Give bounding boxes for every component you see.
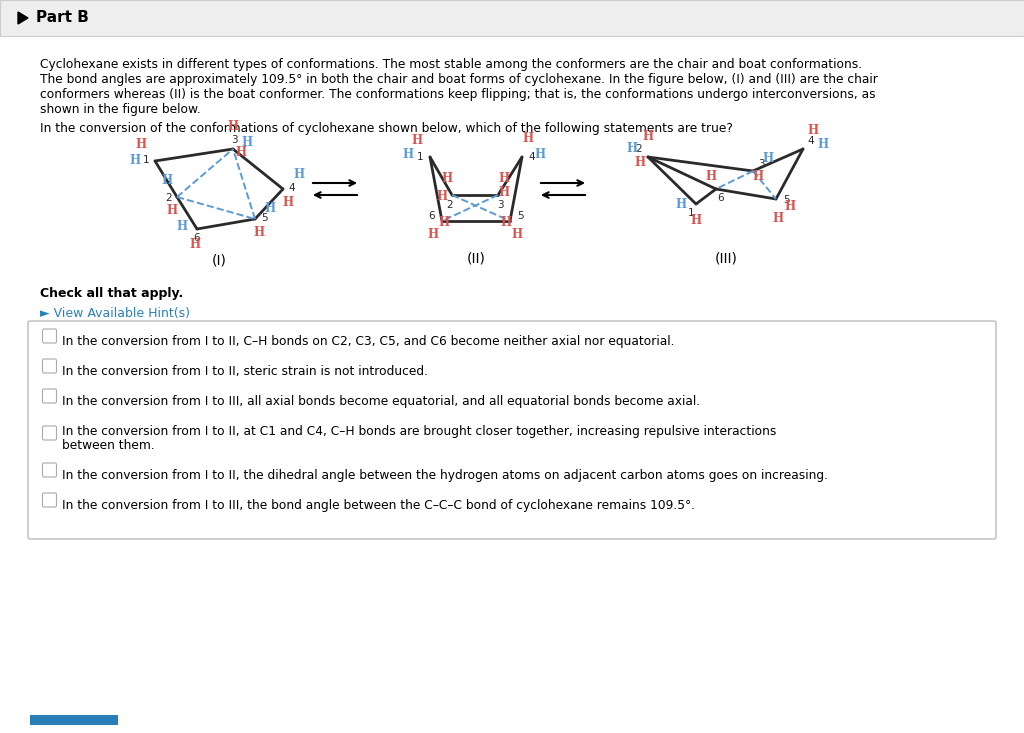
Text: In the conversion from I to II, C–H bonds on C2, C3, C5, and C6 become neither a: In the conversion from I to II, C–H bond… — [62, 335, 675, 348]
Text: 1: 1 — [142, 155, 150, 165]
Text: H: H — [189, 238, 201, 251]
Text: 3: 3 — [497, 200, 504, 210]
Text: 4: 4 — [289, 183, 295, 193]
Text: H: H — [438, 216, 450, 229]
Text: H: H — [499, 172, 510, 185]
Text: H: H — [441, 172, 453, 185]
Text: H: H — [535, 149, 546, 161]
Text: H: H — [676, 197, 686, 210]
Text: H: H — [753, 171, 764, 183]
Text: (II): (II) — [467, 252, 485, 266]
Text: H: H — [501, 216, 512, 229]
FancyBboxPatch shape — [43, 426, 56, 440]
Text: H: H — [635, 157, 645, 169]
Text: H: H — [436, 191, 447, 204]
Text: 6: 6 — [718, 193, 724, 203]
Text: shown in the figure below.: shown in the figure below. — [40, 103, 201, 116]
Text: (III): (III) — [715, 252, 737, 266]
FancyBboxPatch shape — [43, 493, 56, 507]
Text: 1: 1 — [417, 152, 423, 162]
Text: H: H — [402, 149, 414, 161]
FancyBboxPatch shape — [43, 329, 56, 343]
Text: (I): (I) — [212, 254, 226, 268]
Text: The bond angles are approximately 109.5° in both the chair and boat forms of cyc: The bond angles are approximately 109.5°… — [40, 73, 878, 86]
Text: 6: 6 — [429, 211, 435, 221]
Text: In the conversion of the conformations of cyclohexane shown below, which of the : In the conversion of the conformations o… — [40, 122, 733, 135]
FancyBboxPatch shape — [43, 389, 56, 403]
Text: between them.: between them. — [62, 439, 155, 452]
Text: 2: 2 — [166, 193, 172, 203]
Text: H: H — [784, 201, 796, 213]
Text: H: H — [412, 134, 423, 147]
Text: 1: 1 — [688, 208, 694, 218]
Text: H: H — [706, 171, 717, 183]
Text: H: H — [690, 213, 701, 226]
Text: In the conversion from I to II, at C1 and C4, C–H bonds are brought closer toget: In the conversion from I to II, at C1 an… — [62, 425, 776, 438]
Bar — [0, 0, 1024, 36]
Text: H: H — [499, 186, 510, 199]
Text: H: H — [264, 202, 275, 216]
Text: H: H — [642, 130, 653, 144]
Text: In the conversion from I to II, the dihedral angle between the hydrogen atoms on: In the conversion from I to II, the dihe… — [62, 469, 828, 482]
Text: H: H — [129, 153, 140, 166]
Text: H: H — [772, 213, 783, 226]
Text: 4: 4 — [528, 152, 536, 162]
Polygon shape — [18, 12, 28, 24]
Text: H: H — [763, 152, 773, 166]
Text: 3: 3 — [230, 135, 238, 145]
Text: 5: 5 — [517, 211, 523, 221]
Text: H: H — [283, 196, 294, 208]
Text: H: H — [162, 174, 173, 188]
Text: H: H — [135, 139, 146, 152]
Text: H: H — [511, 229, 522, 241]
Text: 2: 2 — [446, 200, 454, 210]
Text: H: H — [176, 219, 187, 232]
Text: H: H — [227, 120, 239, 133]
Text: H: H — [808, 125, 818, 138]
Text: In the conversion from I to II, steric strain is not introduced.: In the conversion from I to II, steric s… — [62, 365, 428, 378]
Text: H: H — [236, 147, 247, 160]
Text: 2: 2 — [636, 144, 642, 154]
Text: H: H — [242, 136, 253, 149]
Bar — [30, 715, 118, 725]
Text: Check all that apply.: Check all that apply. — [40, 287, 183, 300]
FancyBboxPatch shape — [28, 321, 996, 539]
Text: H: H — [427, 229, 438, 241]
Text: 6: 6 — [194, 233, 201, 243]
Text: H: H — [167, 205, 177, 218]
Text: H: H — [253, 226, 264, 240]
Text: In the conversion from I to III, the bond angle between the C–C–C bond of cycloh: In the conversion from I to III, the bon… — [62, 499, 695, 512]
FancyBboxPatch shape — [43, 463, 56, 477]
Text: Cyclohexane exists in different types of conformations. The most stable among th: Cyclohexane exists in different types of… — [40, 58, 862, 71]
Text: 3: 3 — [758, 159, 764, 169]
Text: H: H — [522, 133, 534, 145]
Text: 5: 5 — [261, 213, 267, 223]
Text: ► View Available Hint(s): ► View Available Hint(s) — [40, 307, 190, 320]
Text: 5: 5 — [782, 195, 790, 205]
FancyBboxPatch shape — [43, 359, 56, 373]
Text: H: H — [817, 138, 828, 150]
Text: H: H — [294, 169, 304, 182]
Text: In the conversion from I to III, all axial bonds become equatorial, and all equa: In the conversion from I to III, all axi… — [62, 395, 700, 408]
Text: 4: 4 — [808, 136, 814, 146]
Text: Part B: Part B — [36, 10, 89, 26]
Text: H: H — [627, 142, 638, 155]
Text: conformers whereas (II) is the boat conformer. The conformations keep flipping; : conformers whereas (II) is the boat conf… — [40, 88, 876, 101]
